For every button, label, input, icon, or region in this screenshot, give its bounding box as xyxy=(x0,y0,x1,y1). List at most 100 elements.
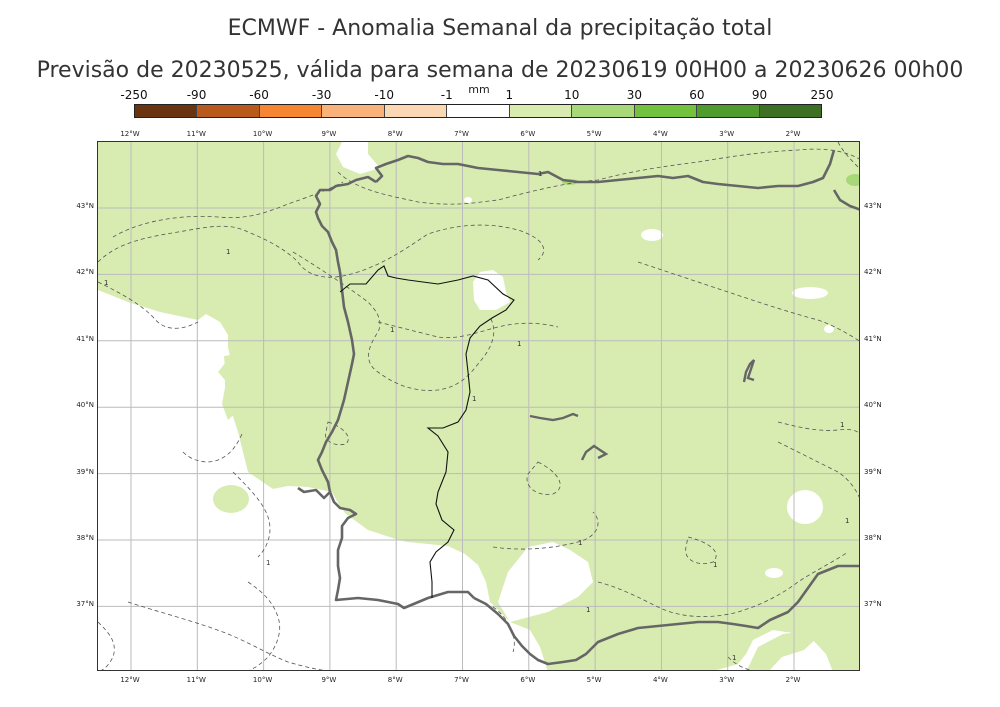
contour-line xyxy=(377,321,559,339)
contour-label: 1 xyxy=(538,170,542,178)
contour-line xyxy=(637,261,859,342)
map-subtitle: Previsão de 20230525, válida para semana… xyxy=(36,58,964,83)
anomaly-hole-small-south xyxy=(765,568,783,578)
contour-lines xyxy=(98,142,859,670)
axis-tick-label: 2°W xyxy=(785,676,801,684)
axis-tick-label: 41°N xyxy=(76,334,94,343)
coastline-portugal-west xyxy=(297,271,356,500)
anomaly-hole-north xyxy=(464,197,472,203)
axis-tick-label: 3°W xyxy=(719,676,735,684)
graticule xyxy=(98,142,859,670)
colorbar-level-label: 30 xyxy=(626,88,642,102)
colorbar xyxy=(134,104,822,118)
colorbar-level-label: -10 xyxy=(374,88,394,102)
axis-tick-label: 43°N xyxy=(76,202,94,210)
border-portugal-spain xyxy=(339,265,515,598)
contour-line xyxy=(112,181,344,238)
axis-tick-label: 4°W xyxy=(652,676,668,684)
colorbar-segment xyxy=(697,105,760,117)
anomaly-patch-atlantic xyxy=(213,485,249,513)
axis-tick-label: 6°W xyxy=(520,130,536,138)
colorbar-level-label: -90 xyxy=(186,88,207,102)
axis-tick-label: 11°W xyxy=(186,130,206,138)
colorbar-level-label: 1 xyxy=(505,88,514,102)
axis-tick-label: 10°W xyxy=(252,676,273,684)
axis-tick-label: 37°N xyxy=(76,600,94,609)
anomaly-patch-far-southeast xyxy=(798,624,859,670)
axis-tick-label: 41°N xyxy=(864,334,882,343)
contour-label: 1 xyxy=(732,654,736,662)
contour-line xyxy=(837,142,859,169)
colorbar-level-label: -250 xyxy=(120,88,148,102)
colorbar-segment xyxy=(572,105,635,117)
contour-line xyxy=(98,224,544,278)
colorbar-level-label: 90 xyxy=(751,88,768,102)
axis-tick-label: 10°W xyxy=(252,130,273,138)
contour-line xyxy=(727,656,752,670)
colorbar-level-label: -30 xyxy=(311,88,332,102)
axis-tick-label: 37°N xyxy=(864,600,882,609)
axis-tick-label: 12°W xyxy=(120,676,140,684)
contour-labels: 1 1 1 1 1 1 1 1 1 1 1 1 1 xyxy=(104,170,849,662)
colorbar-segment xyxy=(135,105,198,117)
axis-tick-label: 38°N xyxy=(76,534,94,542)
anomaly-hole-malaga xyxy=(498,542,593,622)
contour-label: 1 xyxy=(266,559,270,567)
axis-tick-label: 9°W xyxy=(321,130,337,138)
contour-label: 1 xyxy=(390,326,394,334)
contour-label: 1 xyxy=(840,421,844,429)
colorbar-level-label: -1 xyxy=(440,88,453,102)
colorbar-level-label: 250 xyxy=(810,88,834,102)
coastline-north xyxy=(314,175,377,273)
axis-tick-label: 8°W xyxy=(387,676,403,684)
anomaly-patch-southeast-coast xyxy=(746,628,818,670)
contour-label: 1 xyxy=(104,279,108,287)
colorbar-segment xyxy=(259,105,323,117)
contour-label: 1 xyxy=(578,539,582,547)
contour-line xyxy=(247,581,281,670)
anomaly-hole-northwest xyxy=(336,142,380,174)
axis-tick-label: 6°W xyxy=(520,676,536,684)
coastline-andalusia xyxy=(473,564,859,666)
axis-tick-label: 39°N xyxy=(76,467,94,476)
colorbar-segment xyxy=(509,105,573,117)
axis-tick-label: 39°N xyxy=(864,467,882,476)
anomaly-hole-east xyxy=(792,287,828,299)
contour-label: 1 xyxy=(517,340,521,348)
contour-line xyxy=(182,431,244,463)
anomaly-hole-east-small xyxy=(824,325,834,333)
axis-tick-label: 38°N xyxy=(864,534,882,542)
country-border xyxy=(339,265,515,598)
anomaly-hole-southwest xyxy=(98,442,548,670)
contour-line xyxy=(337,148,859,205)
axis-tick-label: 12°W xyxy=(120,130,140,138)
contour-line xyxy=(98,281,199,329)
axis-tick-label: 40°N xyxy=(76,401,94,410)
axis-tick-label: 8°W xyxy=(387,130,403,138)
anomaly-patch-west-coast xyxy=(222,354,243,420)
lakes-reservoirs xyxy=(529,359,756,461)
contour-line xyxy=(292,251,495,391)
contour-label: 1 xyxy=(226,248,230,256)
contour-line xyxy=(526,461,561,495)
map-title: ECMWF - Anomalia Semanal da precipitação… xyxy=(227,16,773,41)
contour-line xyxy=(325,421,349,446)
contour-line xyxy=(777,441,859,498)
coastline-biscay-east xyxy=(832,189,859,211)
contour-label: 1 xyxy=(472,395,476,403)
contour-line xyxy=(492,511,599,550)
coastline-cantabrian xyxy=(374,149,836,190)
anomaly-hole-sierra xyxy=(787,490,823,524)
map-canvas: 1 1 1 1 1 1 1 1 1 1 1 1 1 xyxy=(98,142,859,670)
anomaly-hole-center xyxy=(641,229,663,241)
contour-line xyxy=(685,536,717,564)
anomaly-hole-porto xyxy=(473,270,510,310)
colorbar-segment xyxy=(447,105,510,117)
axis-tick-label: 43°N xyxy=(864,202,882,210)
contour-line xyxy=(232,471,271,558)
colorbar-level-label: 60 xyxy=(689,88,705,102)
coastline-portugal-south xyxy=(328,491,475,610)
contour-line xyxy=(98,621,115,670)
colorbar-unit: mm xyxy=(468,83,490,96)
colorbar-segment xyxy=(634,105,698,117)
